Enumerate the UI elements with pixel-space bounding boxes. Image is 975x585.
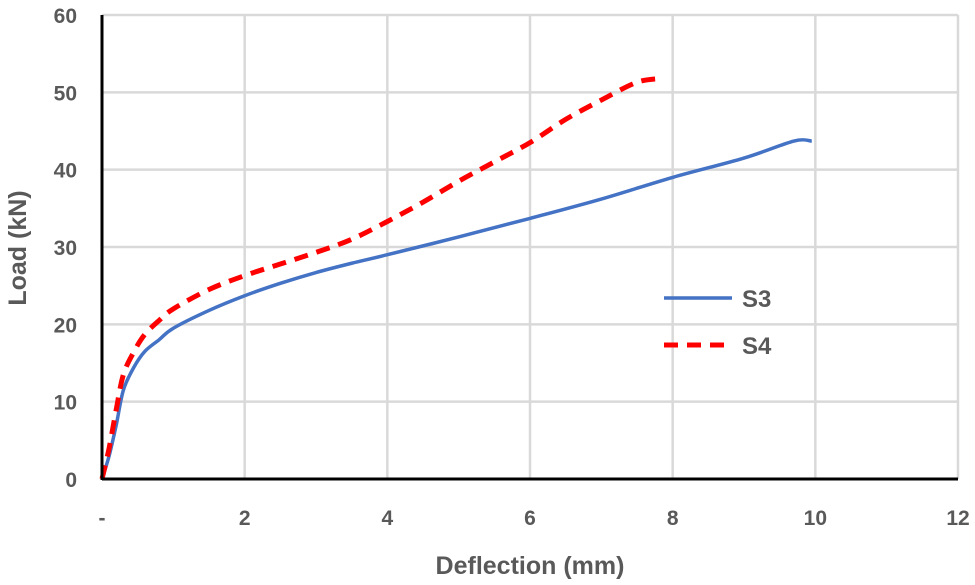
series-layer — [99, 75, 812, 480]
legend-label-s4: S4 — [742, 333, 772, 360]
y-tick-label: 0 — [65, 469, 77, 492]
x-tick-label: 2 — [239, 507, 251, 530]
axes — [100, 15, 958, 481]
series-line-s3 — [100, 138, 812, 480]
legend-label-s3: S3 — [742, 286, 771, 313]
y-tick-label: 20 — [54, 314, 77, 337]
x-tick-label: 6 — [524, 507, 536, 530]
x-tick-label: 10 — [804, 507, 827, 530]
y-axis-title: Load (kN) — [4, 190, 32, 305]
legend: S3 S4 — [664, 286, 772, 360]
x-axis-title: Deflection (mm) — [436, 552, 625, 580]
y-tick-label: 60 — [54, 5, 77, 28]
x-tick-label: - — [99, 507, 106, 530]
tick-labels: - 2 4 6 8 10 12 0 10 20 30 40 50 60 — [54, 5, 970, 530]
x-tick-label: 12 — [946, 507, 969, 530]
y-tick-label: 40 — [54, 160, 77, 183]
y-tick-label: 30 — [54, 237, 77, 260]
x-tick-label: 4 — [381, 507, 393, 530]
grid-lines — [102, 13, 960, 479]
y-tick-label: 50 — [54, 82, 77, 105]
y-tick-label: 10 — [54, 392, 77, 415]
x-tick-label: 8 — [667, 507, 679, 530]
series-line-s4 — [99, 75, 663, 480]
